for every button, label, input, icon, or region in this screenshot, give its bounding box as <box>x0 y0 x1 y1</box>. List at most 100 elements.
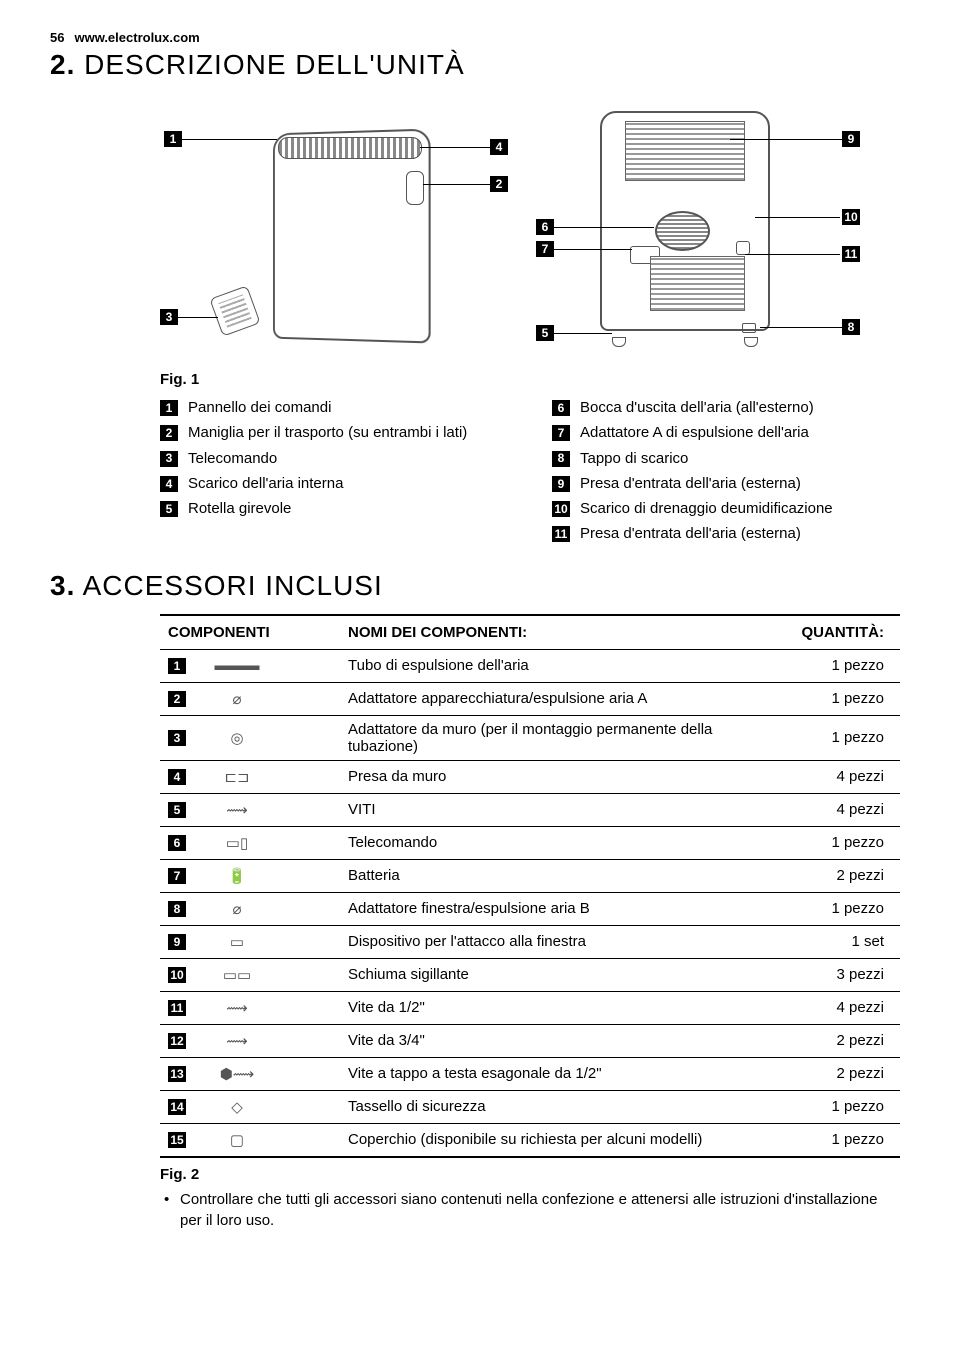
row-badge: 8 <box>168 901 186 917</box>
table-row: 8⌀Adattatore finestra/espulsione aria B1… <box>160 892 900 925</box>
cell-component: 10▭▭ <box>160 958 340 991</box>
part-icon: ▭▯ <box>202 832 272 854</box>
section-3-num: 3. <box>50 570 75 601</box>
cell-name: Schiuma sigillante <box>340 958 780 991</box>
fig1-caption: Fig. 1 <box>160 371 904 388</box>
legend-badge: 4 <box>160 476 178 492</box>
legend-text: Rotella girevole <box>188 499 291 519</box>
cell-name: Coperchio (disponibile su richiesta per … <box>340 1123 780 1157</box>
table-row: 15▢Coperchio (disponibile su richiesta p… <box>160 1123 900 1157</box>
remote-drawing <box>209 285 260 336</box>
cell-qty: 1 pezzo <box>780 715 900 760</box>
legend-text: Scarico di drenaggio deumidificazione <box>580 499 833 519</box>
cell-name: Vite a tappo a testa esagonale da 1/2" <box>340 1057 780 1090</box>
cell-component: 12 ⟿ <box>160 1024 340 1057</box>
cell-qty: 1 pezzo <box>780 1090 900 1123</box>
callout-5: 5 <box>536 325 554 341</box>
part-icon: ⟿ <box>202 799 272 821</box>
cell-component: 4⊏⊐ <box>160 760 340 793</box>
cell-component: 7🔋 <box>160 859 340 892</box>
row-badge: 11 <box>168 1000 186 1016</box>
legend-text: Bocca d'uscita dell'aria (all'esterno) <box>580 398 814 418</box>
table-row: 11⟿Vite da 1/2"4 pezzi <box>160 991 900 1024</box>
callout-4: 4 <box>490 139 508 155</box>
legend-badge: 1 <box>160 400 178 416</box>
legend-item: 5 Rotella girevole <box>160 499 512 519</box>
section-2-text: DESCRIZIONE DELL'UNITÀ <box>84 49 465 80</box>
legend-right: 6 Bocca d'uscita dell'aria (all'esterno) 7… <box>552 398 904 550</box>
row-badge: 3 <box>168 730 186 746</box>
cell-qty: 1 pezzo <box>780 682 900 715</box>
callout-6: 6 <box>536 219 554 235</box>
cell-qty: 1 set <box>780 925 900 958</box>
cell-name: Vite da 3/4" <box>340 1024 780 1057</box>
th-components: COMPONENTI <box>160 615 340 650</box>
row-badge: 1 <box>168 658 186 674</box>
legend-text: Scarico dell'aria interna <box>188 474 343 494</box>
cell-component: 11 ⟿ <box>160 991 340 1024</box>
part-icon: ⬢⟿ <box>202 1063 272 1085</box>
fig2-caption: Fig. 2 <box>160 1166 904 1183</box>
cell-name: Adattatore apparecchiatura/espulsione ar… <box>340 682 780 715</box>
cell-component: 2⌀ <box>160 682 340 715</box>
table-row: 4⊏⊐Presa da muro4 pezzi <box>160 760 900 793</box>
table-row: 2⌀Adattatore apparecchiatura/espulsione … <box>160 682 900 715</box>
legend-item: 4 Scarico dell'aria interna <box>160 474 512 494</box>
cell-qty: 3 pezzi <box>780 958 900 991</box>
table-row: 13 ⬢⟿ Vite a tappo a testa esagonale da 1/… <box>160 1057 900 1090</box>
row-badge: 14 <box>168 1099 186 1115</box>
callout-2: 2 <box>490 176 508 192</box>
row-badge: 12 <box>168 1033 186 1049</box>
row-badge: 5 <box>168 802 186 818</box>
cell-component: 9▭ <box>160 925 340 958</box>
section-2-title: 2. DESCRIZIONE DELL'UNITÀ <box>50 49 904 81</box>
cell-qty: 2 pezzi <box>780 1024 900 1057</box>
table-row: 6▭▯Telecomando1 pezzo <box>160 826 900 859</box>
callout-11: 11 <box>842 246 860 262</box>
cell-component: 14 ◇ <box>160 1090 340 1123</box>
cell-name: Vite da 1/2" <box>340 991 780 1024</box>
row-badge: 13 <box>168 1066 186 1082</box>
table-row: 1▬▬▬Tubo di espulsione dell'aria1 pezzo <box>160 649 900 682</box>
legend-item: 1Pannello dei comandi <box>160 398 512 418</box>
cell-qty: 2 pezzi <box>780 859 900 892</box>
legend-text: Tappo di scarico <box>580 449 688 469</box>
cell-component: 8⌀ <box>160 892 340 925</box>
cell-qty: 1 pezzo <box>780 892 900 925</box>
cell-component: 15▢ <box>160 1123 340 1157</box>
cell-name: Adattatore da muro (per il montaggio per… <box>340 715 780 760</box>
legend-badge: 7 <box>552 425 570 441</box>
callout-8: 8 <box>842 319 860 335</box>
cell-qty: 4 pezzi <box>780 760 900 793</box>
section-3-title: 3. ACCESSORI INCLUSI <box>50 570 904 602</box>
legend-item: 2Maniglia per il trasporto (su entrambi … <box>160 423 512 443</box>
cell-name: Adattatore finestra/espulsione aria B <box>340 892 780 925</box>
unit-rear-drawing <box>600 111 770 341</box>
cell-name: VITI <box>340 793 780 826</box>
table-row: 7🔋Batteria2 pezzi <box>160 859 900 892</box>
table-row: 12 ⟿ Vite da 3/4"2 pezzi <box>160 1024 900 1057</box>
figure-1-row: 1 4 2 3 6 7 5 9 10 11 <box>160 101 904 361</box>
part-icon: ⌀ <box>202 898 272 920</box>
part-icon: ⟿ <box>202 997 272 1019</box>
legend-badge: 5 <box>160 501 178 517</box>
legend-text: Presa d'entrata dell'aria (esterna) <box>580 474 801 494</box>
callout-7: 7 <box>536 241 554 257</box>
part-icon: ⌀ <box>202 688 272 710</box>
part-icon: ▬▬▬ <box>202 655 272 677</box>
part-icon: ◇ <box>202 1096 272 1118</box>
part-icon: ⟿ <box>202 1030 272 1052</box>
row-badge: 9 <box>168 934 186 950</box>
cell-qty: 2 pezzi <box>780 1057 900 1090</box>
legend-badge: 9 <box>552 476 570 492</box>
row-badge: 6 <box>168 835 186 851</box>
callout-3: 3 <box>160 309 178 325</box>
legend-item: 11Presa d'entrata dell'aria (esterna) <box>552 524 904 544</box>
callout-1: 1 <box>164 131 182 147</box>
section-2-num: 2. <box>50 49 75 80</box>
page-header: 56 www.electrolux.com <box>50 30 904 45</box>
legend-badge: 6 <box>552 400 570 416</box>
row-badge: 10 <box>168 967 186 983</box>
row-badge: 15 <box>168 1132 186 1148</box>
cell-component: 13 ⬢⟿ <box>160 1057 340 1090</box>
